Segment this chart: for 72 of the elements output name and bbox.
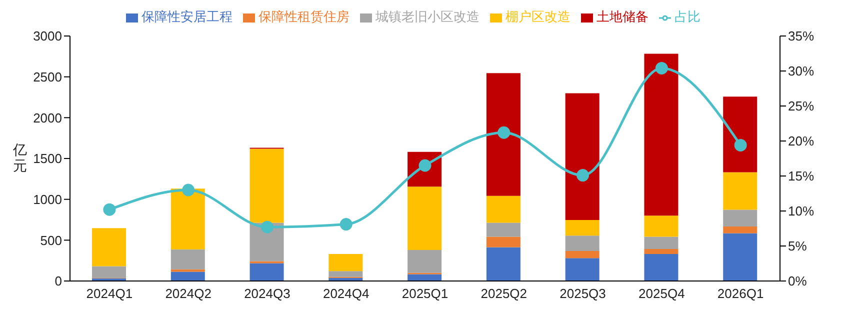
- y-tick-label: 2000: [33, 110, 62, 126]
- point: [103, 203, 116, 216]
- bar: [486, 196, 520, 223]
- bar: [250, 148, 284, 223]
- bar: [486, 73, 520, 196]
- y-tick-label: 3000: [33, 28, 62, 44]
- y-tick-label: 1500: [33, 151, 62, 166]
- y-tick-label: 500: [40, 232, 62, 248]
- y-tick-label: 2500: [33, 69, 62, 84]
- legend-label: 保障性租赁住房: [258, 9, 350, 24]
- legend-label: 占比: [674, 9, 700, 24]
- bar: [170, 249, 205, 270]
- x-tick-label: 2024Q2: [165, 286, 212, 302]
- x-tick-label: 2024Q3: [244, 286, 290, 302]
- bar: [565, 251, 600, 258]
- bar: [250, 263, 284, 281]
- x-tick-label: 2026Q1: [717, 286, 764, 302]
- bar: [92, 228, 126, 266]
- point: [260, 220, 274, 234]
- x-tick-label: 2025Q2: [480, 286, 528, 302]
- point: [655, 62, 668, 74]
- y-tick-label: 1000: [33, 192, 62, 207]
- y2-tick-label: 15%: [788, 168, 814, 184]
- bar: [328, 254, 363, 272]
- bar: [486, 247, 520, 281]
- bar: [644, 236, 678, 249]
- point: [734, 138, 747, 152]
- bar: [723, 233, 758, 281]
- bar: [723, 210, 758, 226]
- bar: [408, 274, 442, 281]
- point: [340, 218, 352, 231]
- point: [498, 126, 510, 139]
- y-tick-label: 0: [54, 274, 62, 289]
- bar: [723, 226, 758, 234]
- bar: [170, 188, 205, 250]
- point: [576, 169, 590, 182]
- point: [182, 184, 195, 196]
- y2-tick-label: 30%: [788, 64, 814, 79]
- bar: [565, 236, 600, 252]
- y2-tick-label: 5%: [788, 238, 808, 254]
- x-tick-label: 2024Q1: [86, 286, 133, 302]
- bar: [92, 266, 126, 278]
- bar: [486, 236, 520, 248]
- bar: [644, 54, 678, 216]
- bar: [408, 250, 442, 273]
- y2-tick-label: 35%: [788, 28, 814, 44]
- x-tick-label: 2025Q3: [560, 286, 606, 302]
- x-tick-label: 2024Q4: [322, 286, 370, 302]
- bar: [644, 248, 678, 254]
- legend-label: 土地储备: [596, 9, 648, 24]
- bar: [328, 271, 363, 277]
- bar: [408, 186, 442, 250]
- legend-label: 保障性安居工程: [142, 9, 232, 24]
- y2-tick-label: 10%: [788, 204, 814, 219]
- x-tick-label: 2025Q4: [638, 286, 685, 302]
- bar: [644, 216, 678, 237]
- bar: [170, 269, 205, 272]
- y2-tick-label: 25%: [788, 98, 814, 114]
- bar: [170, 272, 205, 281]
- x-tick-label: 2025Q1: [402, 286, 448, 302]
- bar: [565, 258, 600, 281]
- bar: [723, 172, 758, 210]
- bar: [565, 220, 600, 236]
- y2-tick-label: 20%: [788, 134, 814, 149]
- bar: [644, 254, 678, 281]
- legend-label: 棚户区改造: [506, 9, 570, 24]
- bar: [565, 93, 600, 220]
- bar: [723, 96, 758, 172]
- legend-label: 城镇老旧小区改造: [376, 9, 480, 24]
- y-axis-title: 亿元: [12, 142, 27, 174]
- y2-tick-label: 0%: [788, 274, 808, 289]
- bar: [486, 222, 520, 237]
